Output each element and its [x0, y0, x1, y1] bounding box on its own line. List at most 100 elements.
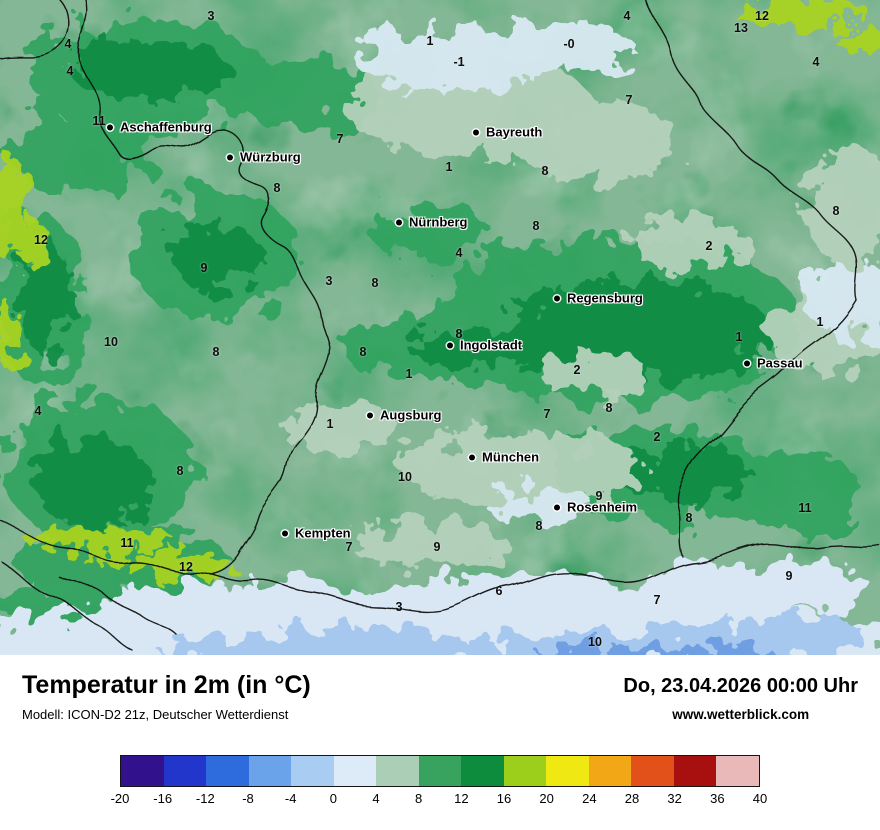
- temp-reading: 4: [812, 55, 820, 69]
- legend-tick: 20: [539, 791, 554, 806]
- temp-reading: 10: [398, 470, 412, 484]
- temp-reading: 1: [735, 330, 743, 344]
- legend-tick: 28: [624, 791, 640, 806]
- map-title: Temperatur in 2m (in °C): [22, 671, 311, 699]
- temp-reading: 3: [325, 274, 333, 288]
- legend-tick: 36: [710, 791, 725, 806]
- city-marker-bayreuth: Bayreuth: [473, 125, 542, 140]
- legend-tick-labels: -20 -16 -12 -8 -4 0 4 8 12 16 20 24 28 32 36 40: [111, 791, 768, 809]
- city-dot-icon: [554, 504, 560, 510]
- temp-reading: 8: [532, 219, 540, 233]
- legend-segment: [716, 756, 759, 786]
- legend-segment: [461, 756, 504, 786]
- temp-reading: 4: [623, 9, 631, 23]
- city-marker-rosenheim: Rosenheim: [554, 500, 637, 515]
- legend-tick: -4: [284, 791, 297, 806]
- legend-tick: 0: [329, 791, 337, 806]
- temp-reading: 9: [785, 569, 793, 583]
- city-dot-icon: [447, 342, 453, 348]
- city-label: Passau: [757, 355, 803, 371]
- temp-reading: 4: [64, 37, 72, 51]
- legend-segment: [121, 756, 164, 786]
- legend-colorbar: [120, 755, 760, 787]
- legend-segment: [503, 756, 547, 786]
- legend-tick: -12: [195, 791, 215, 806]
- legend-segment: [673, 756, 717, 786]
- footer-left: Temperatur in 2m (in °C) Modell: ICON-D2…: [22, 671, 311, 722]
- temp-reading: 9: [200, 261, 208, 275]
- temp-reading: 2: [705, 239, 713, 253]
- temp-reading: 12: [179, 560, 193, 574]
- temp-reading: 4: [455, 246, 463, 260]
- valid-datetime: Do, 23.04.2026 00:00 Uhr: [623, 675, 858, 697]
- temp-reading: -0: [563, 37, 575, 51]
- temp-reading: 11: [798, 501, 812, 515]
- legend-segment: [291, 756, 334, 786]
- temp-reading: 12: [34, 233, 48, 247]
- map-overlay: Aschaffenburg Würzburg Bayreuth Nürnberg Reg…: [34, 9, 840, 649]
- temp-reading: 8: [359, 345, 367, 359]
- temp-reading: 7: [625, 93, 633, 107]
- city-dot-icon: [554, 295, 560, 301]
- temp-reading: 10: [104, 335, 118, 349]
- temp-reading: 8: [371, 276, 379, 290]
- city-label: Rosenheim: [567, 499, 638, 515]
- legend-tick: 24: [582, 791, 597, 806]
- city-label: Regensburg: [567, 290, 643, 306]
- temp-reading: 9: [595, 489, 603, 503]
- temp-reading: 3: [395, 600, 403, 614]
- temp-reading: -1: [453, 55, 465, 69]
- legend-segment: [418, 756, 462, 786]
- temperature-map: Aschaffenburg Würzburg Bayreuth Nürnberg Reg…: [0, 0, 880, 655]
- temperature-legend: -20 -16 -12 -8 -4 0 4 8 12 16 20 24 28 32 36 40: [111, 755, 768, 809]
- legend-segment: [163, 756, 207, 786]
- legend-segment: [206, 756, 249, 786]
- city-marker-regensburg: Regensburg: [554, 291, 643, 306]
- footer-right: Do, 23.04.2026 00:00 Uhr www.wetterblick…: [623, 671, 858, 722]
- temp-reading: 1: [405, 367, 413, 381]
- temp-reading: 9: [433, 540, 441, 554]
- temp-reading: 1: [816, 315, 824, 329]
- city-dot-icon: [744, 360, 750, 366]
- temp-reading: 10: [588, 635, 602, 649]
- city-dot-icon: [227, 154, 233, 160]
- temp-reading: 8: [273, 181, 281, 195]
- temp-reading: 7: [543, 407, 551, 421]
- city-marker-wrzburg: Würzburg: [227, 150, 301, 165]
- website-url: www.wetterblick.com: [672, 707, 810, 722]
- legend-tick: -8: [242, 791, 254, 806]
- legend-tick: 16: [496, 791, 512, 806]
- city-marker-mnchen: München: [469, 450, 539, 465]
- temp-reading: 7: [653, 593, 661, 607]
- legend-segment: [631, 756, 674, 786]
- temp-reading: 8: [176, 464, 184, 478]
- temp-reading: 8: [832, 204, 840, 218]
- legend-tick: 12: [454, 791, 469, 806]
- city-label: Aschaffenburg: [120, 119, 212, 135]
- legend-segment: [248, 756, 292, 786]
- legend-tick: 40: [752, 791, 768, 806]
- legend-tick: 4: [372, 791, 380, 806]
- temp-reading: 8: [541, 164, 549, 178]
- city-marker-augsburg: Augsburg: [367, 408, 441, 423]
- city-dot-icon: [282, 530, 288, 536]
- temp-reading: 6: [495, 584, 503, 598]
- footer-header: Temperatur in 2m (in °C) Modell: ICON-D2…: [0, 655, 880, 722]
- legend-segment: [333, 756, 377, 786]
- legend-tick: -20: [110, 791, 130, 806]
- city-marker-passau: Passau: [744, 356, 803, 371]
- temp-reading: 1: [426, 34, 434, 48]
- map-canvas: [0, 0, 880, 655]
- city-label: München: [482, 449, 540, 465]
- city-label: Augsburg: [380, 407, 442, 423]
- temp-reading: 1: [326, 417, 334, 431]
- city-label: Ingolstadt: [460, 337, 523, 353]
- temp-reading: 12: [755, 9, 769, 23]
- city-label: Kempten: [295, 525, 351, 541]
- city-marker-aschaffenburg: Aschaffenburg: [107, 120, 212, 135]
- model-info: Modell: ICON-D2 21z, Deutscher Wetterdie…: [22, 706, 289, 722]
- city-dot-icon: [107, 124, 113, 130]
- city-dot-icon: [396, 219, 402, 225]
- temp-reading: 8: [535, 519, 543, 533]
